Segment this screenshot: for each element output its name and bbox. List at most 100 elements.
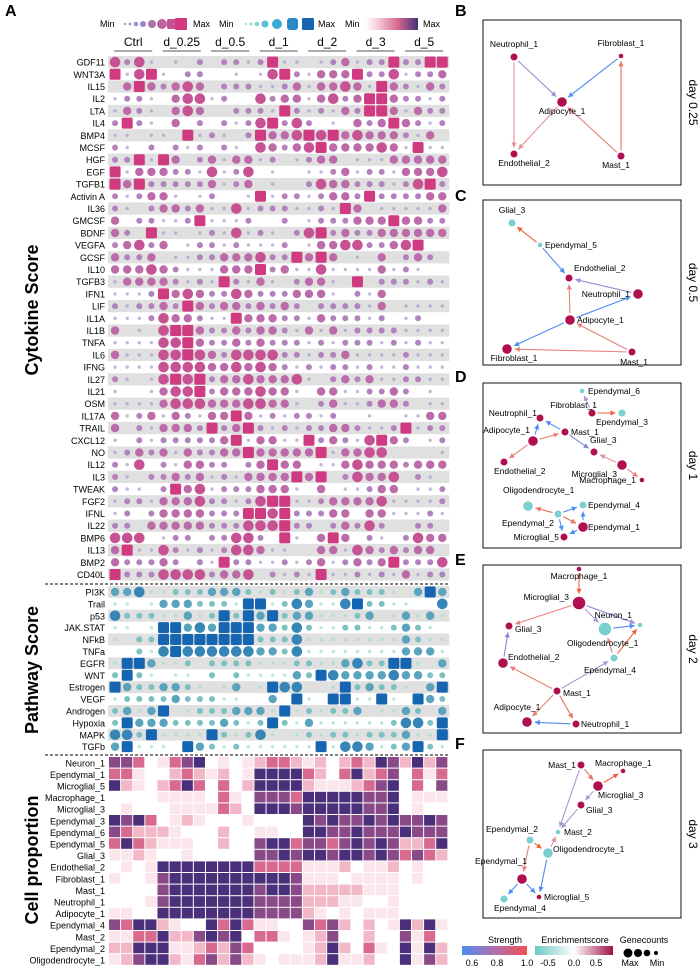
cell-max-square <box>339 693 351 705</box>
cell-dot <box>219 265 229 274</box>
cell-dot <box>158 337 169 349</box>
cell-dot <box>377 671 386 680</box>
cell-dot <box>404 341 408 345</box>
network-frame <box>482 382 682 549</box>
cell-dot <box>256 314 265 323</box>
strength-gradient-bar <box>462 946 527 955</box>
row-label: OSM <box>84 399 105 409</box>
cell-dot <box>255 729 266 741</box>
cell-dot <box>319 637 323 642</box>
cell-dot <box>340 741 351 752</box>
heatmap-cell <box>387 780 399 791</box>
heatmap-cell <box>121 884 133 896</box>
cell-dot <box>439 107 446 114</box>
cell-dot <box>315 264 327 275</box>
cell-dot <box>427 522 434 529</box>
group-header-label: d_5 <box>414 35 434 49</box>
cell-dot <box>196 144 203 151</box>
network-edge <box>517 60 557 98</box>
cell-dot <box>319 661 323 666</box>
cell-dot <box>184 437 191 444</box>
heatmap-cell <box>242 919 254 930</box>
cell-dot <box>367 304 372 308</box>
row-stripe <box>108 251 450 264</box>
cell-dot <box>281 612 288 619</box>
edge-arrowhead <box>566 284 572 290</box>
cell-dot <box>307 170 311 174</box>
cell-dot <box>196 120 203 127</box>
heatmap-cell <box>412 803 424 814</box>
heatmap-cell <box>205 838 218 849</box>
cell-dot <box>341 228 350 238</box>
cell-max-square <box>351 276 363 288</box>
cell-dot <box>295 389 299 394</box>
cell-dot <box>172 266 179 273</box>
cell-max-square <box>376 93 388 105</box>
cell-dot <box>342 473 349 480</box>
size-dot <box>654 951 658 955</box>
row-label: Ependymal_4 <box>50 921 105 931</box>
heatmap-cell <box>181 849 193 861</box>
heatmap-cell <box>351 826 363 838</box>
node-label: Ependymal_4 <box>588 500 640 510</box>
cell-dot <box>392 267 396 272</box>
cell-dot <box>439 120 446 127</box>
cell-dot <box>428 97 432 101</box>
cell-dot <box>413 545 423 555</box>
cell-dot <box>232 706 241 716</box>
cell-dot <box>171 204 180 213</box>
cell-dot <box>402 193 409 200</box>
heatmap-cell <box>157 780 169 791</box>
cell-dot <box>125 414 129 418</box>
cell-max-square <box>315 251 327 263</box>
cell-dot <box>354 107 361 114</box>
cell-max-square <box>255 598 266 610</box>
cell-dot <box>416 267 420 272</box>
heatmap-cell <box>254 803 266 814</box>
cell-dot <box>160 83 167 90</box>
cell-dot <box>438 706 447 716</box>
cell-dot <box>172 181 179 188</box>
cell-dot <box>293 303 300 310</box>
cell-dot <box>390 731 397 738</box>
cell-dot <box>256 545 265 555</box>
cell-dot <box>416 365 420 369</box>
cell-dot <box>148 181 155 188</box>
cell-dot <box>245 303 252 310</box>
heatmap-cell <box>290 873 302 884</box>
cell-dot <box>341 350 350 360</box>
node-label: Neutrophil_1 <box>582 289 630 299</box>
cell-dot <box>283 572 287 577</box>
cell-dot <box>270 548 275 552</box>
cell-dot <box>255 398 266 410</box>
cell-dot <box>147 411 156 421</box>
cell-dot <box>112 242 119 249</box>
cell-dot <box>125 133 129 137</box>
cell-dot <box>221 425 228 432</box>
heatmap-cell <box>412 907 424 919</box>
cell-dot <box>124 156 131 163</box>
cell-dot <box>245 217 252 224</box>
cell-dot <box>124 229 131 236</box>
cell-max-square <box>376 434 388 446</box>
heatmap-cell <box>290 826 302 838</box>
cell-dot <box>280 94 289 103</box>
cell-dot <box>196 242 203 249</box>
cell-max-square <box>303 129 315 141</box>
cell-dot <box>135 277 144 286</box>
cell-dot <box>257 107 264 114</box>
edge-arrowhead <box>517 227 523 233</box>
heatmap-cell <box>157 942 169 954</box>
strength-tick: 0.8 <box>491 958 504 968</box>
cell-dot <box>125 206 129 211</box>
cell-dot <box>307 341 311 345</box>
cell-dot <box>390 327 397 334</box>
enrichment-gradient-bar <box>535 946 613 955</box>
cell-dot <box>232 570 241 579</box>
cell-dot <box>269 412 276 419</box>
cell-dot <box>232 265 241 274</box>
cell-dot <box>122 277 132 286</box>
cell-dot <box>341 143 350 152</box>
row-label: HGF <box>86 155 106 165</box>
cell-dot <box>245 107 252 114</box>
